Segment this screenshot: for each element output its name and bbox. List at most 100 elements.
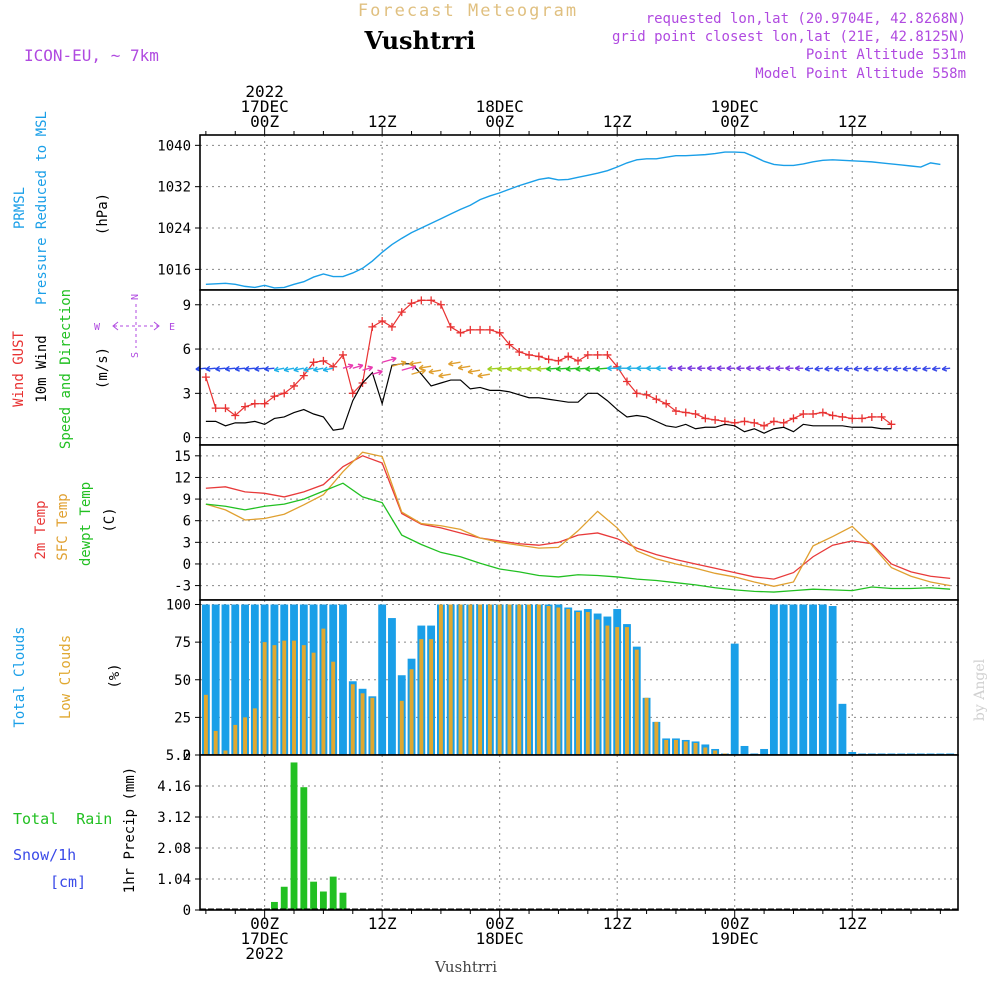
gust-marker [681,408,690,417]
gust-marker [280,389,289,398]
panel-frame [199,754,959,911]
wind-arrow-head [912,365,918,372]
wind-arrow-head [892,365,899,372]
low-cloud-bar [713,750,718,755]
rain-bar [300,787,308,910]
total-cloud-bar [740,745,749,755]
wind-arrow-head [775,365,781,372]
total-cloud-bar [818,604,827,755]
y-tick-label: 2.08 [157,841,191,857]
low-cloud-bar [370,697,375,755]
gust-marker [534,352,543,361]
temp-labels: 2m Temp SFC Temp dewpt Temp (C) [33,482,118,566]
y-tick-label: 6 [183,342,191,358]
wind-arrow [448,361,461,365]
gust-marker [544,355,553,364]
gust-marker [789,414,798,423]
gust-marker [652,395,661,404]
y-tick-label: 1024 [157,221,191,237]
gust-marker [848,414,857,423]
gust-marker [485,325,494,334]
low-cloud-bar [517,604,522,755]
gust-marker [554,356,563,365]
panel-2: -3 0 3 6 9 12 15 [174,444,959,601]
y-tick-label: 1040 [157,138,191,154]
wind10-line [205,363,892,434]
wind-arrow-head [283,366,289,373]
wind-arrow-head [931,365,938,372]
y-tick-label: 1032 [157,180,191,196]
gust-marker [809,410,818,418]
wind-arrow-head [667,365,673,372]
wind-arrow [283,367,295,371]
wind-arrow [411,369,426,375]
wind-arrow-head [244,365,250,372]
rain-bar [339,892,347,910]
wind-arrow-head [575,365,581,372]
gust-marker [476,325,485,334]
total-cloud-bar [221,604,230,755]
rain-bar [271,901,278,910]
low-cloud-bar [331,661,336,755]
y-tick-label: 0 [183,557,191,573]
credit: by Angel [972,658,988,721]
low-cloud-bar [536,604,541,755]
low-cloud-bar [566,609,571,755]
gust-marker [221,404,230,413]
gust-marker [662,399,671,408]
gust-marker [799,410,808,418]
wind-arrow-head [655,365,661,372]
total-cloud-bar [388,618,396,755]
gust-marker [515,348,524,356]
wind-arrow-head [843,365,850,372]
wind-arrow-head [264,365,270,372]
wind-arrow-head [873,365,879,372]
gust-marker [290,381,299,390]
wind-arrow-head [834,365,840,372]
total-cloud-bar [779,604,788,755]
low-cloud-bar [252,708,257,755]
gust-marker [446,322,455,331]
low-cloud-bar [223,750,228,755]
wind-arrow [419,365,432,369]
wind-arrow-head [595,365,601,372]
gust-marker [525,350,534,359]
wind-arrow-head [467,368,474,375]
y-tick-label: 15 [174,449,191,465]
gust-marker [211,404,220,413]
pressure-line [205,151,941,289]
gust-marker [348,389,357,398]
sfc-label: SFC Temp [55,493,71,560]
wind-arrow-head [497,365,503,372]
total-cloud-bar [848,751,857,755]
cloud-labels: Total Clouds Low Clouds (%) [12,626,123,727]
bottom-time-label: 00Z [250,914,279,933]
wind-arrow [244,367,255,370]
low-cloud-bar [429,639,434,755]
wind-arrow-head [438,372,444,379]
bottom-time-label: 18DEC [476,929,524,948]
y-tick-label: 3.12 [157,810,191,826]
compass-w: W [94,322,101,333]
gust-marker [691,410,700,418]
bottom-time-label: 12Z [368,914,397,933]
y-tick-label: 0 [183,748,191,764]
low-cloud-bar [468,604,473,755]
total-cloud-bar [211,604,220,755]
snow-label: Snow/1h [13,846,76,864]
total-cloud-bar [378,604,387,755]
total-cloud-bar [730,643,739,755]
wind-arrow [467,369,481,373]
model-label: ICON-EU, ~ 7km [24,46,159,65]
wind-arrow-head [477,372,483,379]
wind-arrow-head [506,365,513,372]
gust-marker [632,389,641,398]
rain-bar [280,886,288,910]
gust-marker [818,408,827,417]
top-time-label: 12Z [838,112,867,131]
t2m-label: 2m Temp [33,500,49,559]
wind-labels: Wind GUST 10m Wind Speed and Direction (… [11,289,175,449]
wind-arrow-head [726,365,732,372]
